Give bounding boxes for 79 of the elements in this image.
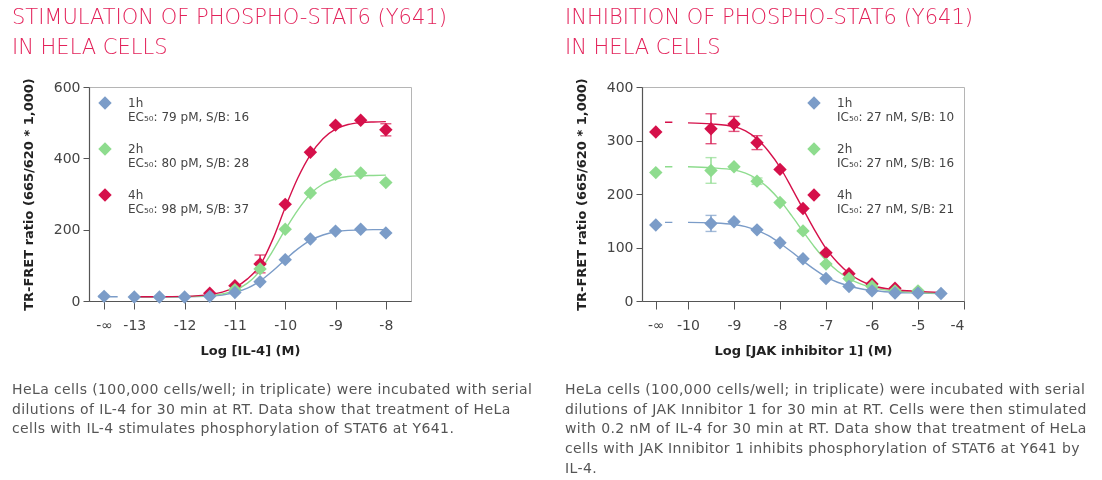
chart-title: INHIBITION OF PHOSPHO-STAT6 (Y641) IN HELA CELLS: [565, 4, 973, 59]
point: [303, 186, 318, 200]
point: [750, 223, 764, 237]
legend-label: 2h EC₅₀: 80 pM, S/B: 28: [128, 142, 250, 170]
x-tick-label: -∞: [96, 316, 113, 333]
text: HeLa cells (100,000 cells/well; in triplicate) were incubated with serial dilutions of IL-4 for 30 min at RT. Data show that treatment of HeLa cells with IL-4 stimulates phosphorylation of STAT6 at Y641.: [12, 380, 534, 439]
y-tick-label: 300: [606, 132, 634, 148]
x-tick-label: -10: [274, 316, 298, 333]
point: [649, 165, 663, 180]
y-tick-label: 400: [53, 149, 81, 166]
x-tick-label: -8: [379, 316, 394, 333]
x-tick-label: -∞: [647, 316, 665, 333]
x-tick-label: -13: [123, 316, 147, 333]
point: [796, 252, 810, 266]
point: [796, 201, 810, 216]
text: HeLa cells (100,000 cells/well; in triplicate) were incubated with serial dilutions of JAK Innibitor 1 for 30 min at RT. Cells were then stimulated with 0.2 nM of IL-4 for 30 min at RT. Data show that treatment of HeLa cells with JAK Innibitor 1 inhibits phosphorylation of STAT6 at Y641 by IL-4.: [565, 380, 1088, 478]
point: [865, 284, 879, 298]
legend-label: 2h IC₅₀: 27 nM, S/B: 16: [837, 142, 955, 170]
point: [704, 122, 718, 136]
point: [328, 224, 343, 238]
point: [842, 279, 856, 294]
legend-label: 1h EC₅₀: 79 pM, S/B: 16: [128, 96, 250, 124]
x-axis-title: Log [IL-4] (M): [200, 342, 301, 358]
point: [127, 290, 141, 304]
point: [353, 222, 368, 237]
y-tick-label: 200: [606, 185, 634, 202]
y-axis-title: TR-FRET ratio (665/620 * 1,000): [573, 78, 589, 311]
point: [819, 271, 833, 286]
x-tick-label: -11: [223, 316, 247, 333]
x-tick-label: -4: [950, 316, 965, 333]
point: [727, 215, 741, 229]
y-tick-label: 0: [624, 292, 634, 309]
point: [353, 166, 368, 180]
point: [278, 197, 292, 212]
point: [727, 160, 741, 174]
y-tick-label: 400: [606, 78, 634, 95]
point: [819, 246, 833, 260]
point: [328, 118, 343, 132]
point: [328, 167, 343, 182]
point: [773, 195, 787, 210]
y-tick-label: 200: [53, 221, 81, 238]
point: [704, 163, 718, 178]
x-tick-label: -12: [173, 316, 197, 333]
point: [934, 286, 948, 301]
point: [278, 252, 292, 267]
point: [773, 162, 787, 177]
x-axis-title: Log [JAK inhibitor 1] (M): [714, 342, 893, 358]
point: [303, 145, 318, 159]
point: [97, 289, 111, 304]
point: [819, 257, 833, 271]
x-tick-label: -7: [819, 316, 834, 333]
point: [253, 262, 267, 276]
x-tick-label: -5: [911, 316, 926, 333]
point: [253, 275, 267, 289]
chart-title: STIMULATION OF PHOSPHO-STAT6 (Y641) IN HELA CELLS: [12, 4, 447, 59]
x-tick-label: -8: [773, 316, 788, 333]
point: [379, 226, 393, 240]
point: [649, 125, 663, 139]
legend-label: 4h IC₅₀: 27 nM, S/B: 21: [837, 188, 955, 216]
y-axis-title: TR-FRET ratio (665/620 * 1,000): [20, 78, 36, 311]
x-tick-label: -9: [329, 316, 344, 333]
point: [278, 222, 292, 237]
point: [379, 175, 393, 190]
x-tick-label: -6: [865, 316, 880, 333]
point: [177, 290, 192, 304]
point: [203, 289, 217, 304]
y-tick-label: 600: [53, 78, 81, 95]
point: [773, 235, 787, 250]
legend-label: 1h IC₅₀: 27 nM, S/B: 10: [837, 96, 955, 124]
x-tick-label: -9: [727, 316, 742, 333]
point: [353, 113, 368, 127]
point: [796, 224, 810, 238]
point: [152, 290, 167, 304]
point: [649, 218, 663, 232]
y-tick-label: 100: [606, 239, 634, 255]
legend-label: 4h EC₅₀: 98 pM, S/B: 37: [128, 188, 250, 216]
point: [303, 232, 318, 246]
y-tick-label: 0: [71, 292, 81, 309]
x-tick-label: -10: [677, 316, 700, 333]
